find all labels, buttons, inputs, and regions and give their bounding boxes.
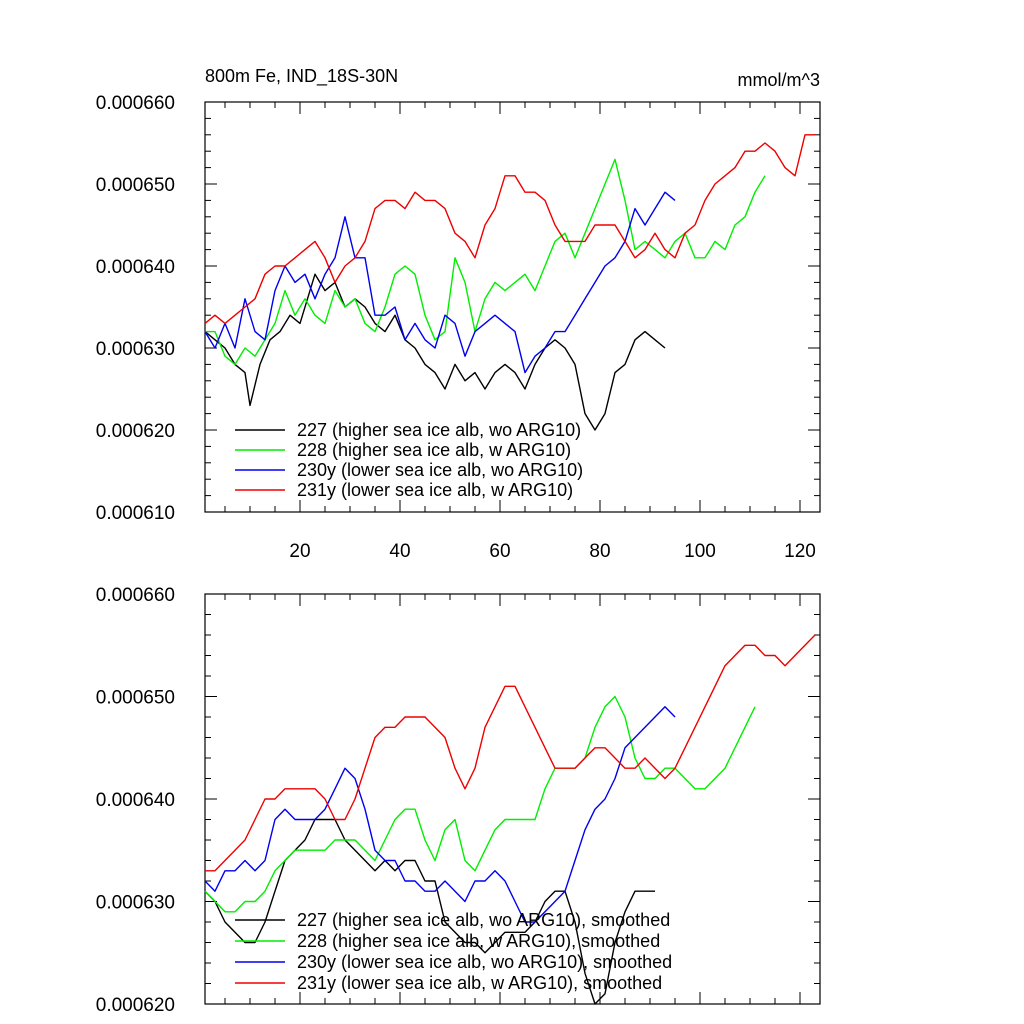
series-line-4 (204, 134, 815, 325)
x-tick-labels: 20 40 60 80 100 120 (289, 541, 815, 562)
y-tick-label: 0.000660 (96, 585, 175, 606)
x-tick-label: 100 (684, 541, 716, 562)
legend-label: 230y (lower sea ice alb, wo ARG10), smoo… (297, 952, 672, 972)
units-label: mmol/m^3 (738, 70, 820, 90)
y-tick-label: 0.000640 (96, 257, 175, 278)
legend: 227 (higher sea ice alb, wo ARG10)228 (h… (235, 420, 583, 500)
x-tick-label: 20 (289, 541, 310, 562)
y-tick-label: 0.000620 (96, 995, 175, 1016)
y-tick-label: 0.000620 (96, 421, 175, 442)
legend-label: 227 (higher sea ice alb, wo ARG10), smoo… (297, 910, 670, 930)
series-line-4 (205, 634, 816, 872)
x-tick-label: 60 (489, 541, 510, 562)
tick-marks-smoothed (205, 593, 820, 1005)
y-tick-label: 0.000610 (96, 503, 175, 524)
series-lines (204, 134, 815, 431)
legend-label: 228 (higher sea ice alb, w ARG10) (297, 440, 571, 460)
legend-smoothed: 227 (higher sea ice alb, wo ARG10), smoo… (235, 910, 672, 993)
x-tick-label: 80 (589, 541, 610, 562)
top-panel: 800m Fe, IND_18S-30N mmol/m^3 0.0006600.… (96, 66, 821, 562)
series-lines-smoothed (204, 634, 816, 1005)
y-tick-label: 0.000630 (96, 339, 175, 360)
y-tick-label: 0.000630 (96, 893, 175, 914)
bottom-panel: 0.000660 0.000650 0.000640 0.000630 0.000620… (96, 585, 821, 1016)
x-tick-label: 40 (389, 541, 410, 562)
y-tick-label: 0.000640 (96, 790, 175, 811)
legend-label: 228 (higher sea ice alb, w ARG10), smoot… (297, 931, 660, 951)
legend-label: 227 (higher sea ice alb, wo ARG10) (297, 420, 581, 440)
legend-label: 231y (lower sea ice alb, w ARG10) (297, 480, 573, 500)
y-tick-label: 0.000650 (96, 175, 175, 196)
series-line-1 (204, 818, 655, 1005)
y-tick-label: 0.000660 (96, 93, 175, 114)
tick-marks (205, 101, 820, 513)
y-tick-labels-smoothed: 0.000660 0.000650 0.000640 0.000630 0.000620 (96, 585, 175, 1016)
x-tick-label: 120 (784, 541, 816, 562)
series-line-2 (205, 158, 766, 366)
legend-label: 231y (lower sea ice alb, w ARG10), smoot… (297, 973, 662, 993)
y-tick-label: 0.000650 (96, 688, 175, 709)
series-line-2 (204, 695, 756, 913)
series-line-3 (204, 191, 676, 374)
chart-title: 800m Fe, IND_18S-30N (205, 66, 398, 87)
y-tick-labels: 0.000660 0.000650 0.000640 0.000630 0.000620… (96, 93, 175, 524)
plot-frame (204, 101, 821, 513)
series-line-3 (204, 706, 676, 923)
legend-label: 230y (lower sea ice alb, wo ARG10) (297, 460, 583, 480)
series-line-1 (204, 273, 666, 431)
